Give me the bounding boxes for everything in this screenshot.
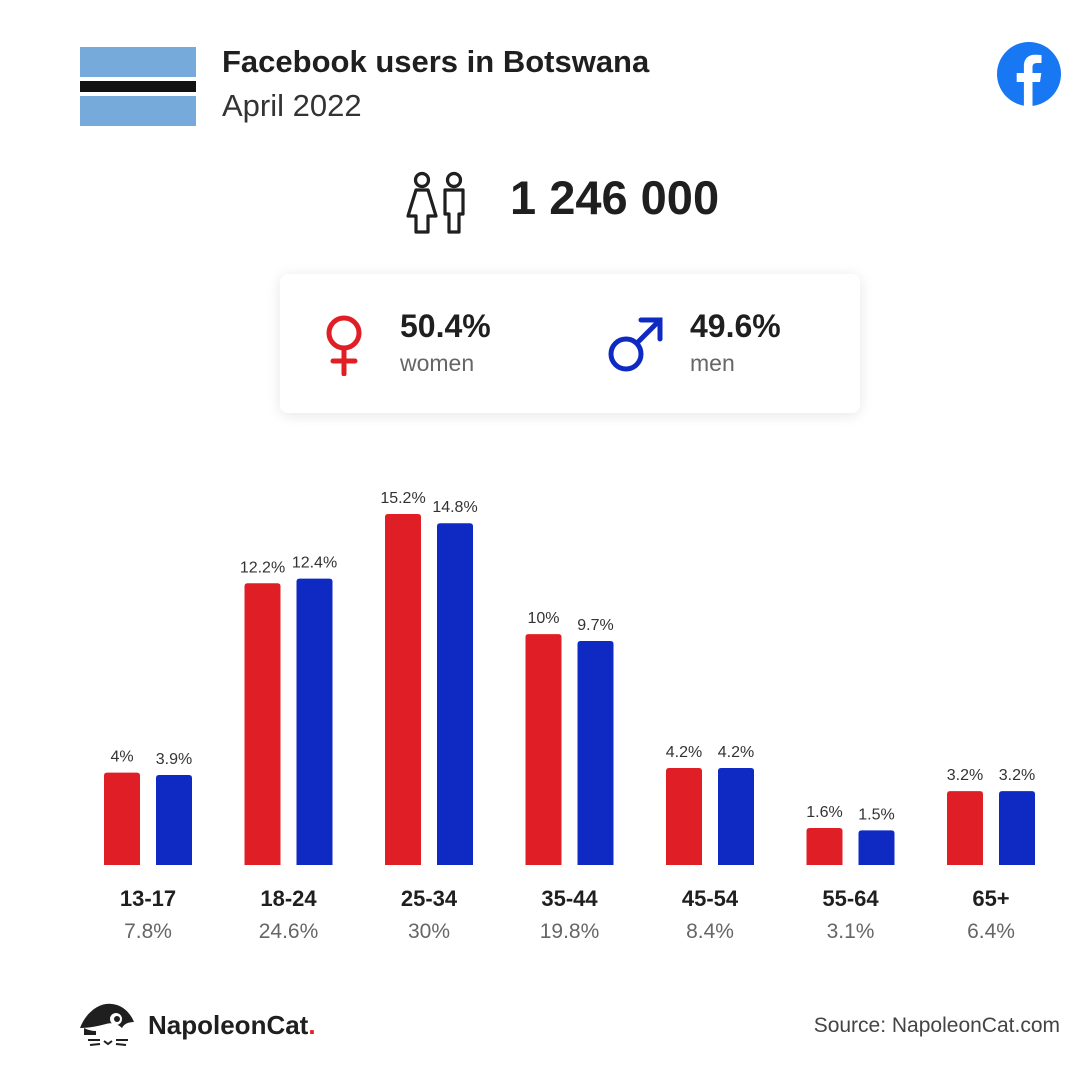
category-label-55-64: 55-64 [822, 886, 879, 911]
page-title: Facebook users in Botswana [222, 44, 650, 79]
facebook-logo-icon [997, 42, 1061, 106]
bar-men-18-24 [296, 578, 333, 865]
bar-women-25-34 [385, 514, 421, 865]
bar-men-65+ [999, 791, 1035, 865]
bar-men-35-44 [577, 641, 614, 865]
bar-label-women-35-44: 10% [527, 610, 559, 627]
bar-label-women-25-34: 15.2% [380, 490, 425, 507]
men-label: men [690, 350, 735, 376]
category-total-18-24: 24.6% [259, 920, 319, 943]
bar-label-women-13-17: 4% [110, 749, 133, 766]
women-label: women [400, 350, 475, 376]
category-total-45-54: 8.4% [686, 920, 734, 943]
people-icon [406, 171, 465, 234]
men-percent: 49.6% [690, 308, 781, 344]
category-total-25-34: 30% [408, 920, 450, 943]
bar-men-45-54 [718, 768, 754, 865]
bar-label-men-13-17: 3.9% [156, 751, 192, 768]
bar-label-women-18-24: 12.2% [240, 559, 285, 576]
bar-label-women-55-64: 1.6% [806, 804, 842, 821]
napoleoncat-logo-icon [80, 1003, 134, 1046]
bar-women-13-17 [104, 772, 140, 865]
category-label-25-34: 25-34 [401, 886, 458, 911]
bar-label-men-18-24: 12.4% [292, 555, 337, 572]
bar-label-men-55-64: 1.5% [858, 806, 894, 823]
category-total-55-64: 3.1% [827, 920, 875, 943]
bar-label-women-45-54: 4.2% [666, 744, 702, 761]
category-label-13-17: 13-17 [120, 886, 176, 911]
women-percent: 50.4% [400, 308, 491, 344]
bar-men-13-17 [156, 774, 192, 865]
bar-women-18-24 [244, 583, 281, 865]
category-label-35-44: 35-44 [541, 886, 598, 911]
gender-card: 50.4% women 49.6% men [280, 274, 860, 413]
bar-label-men-25-34: 14.8% [432, 499, 477, 516]
female-symbol-icon [326, 315, 362, 376]
source-note: Source: NapoleonCat.com [813, 1014, 1060, 1037]
bar-label-men-65+: 3.2% [999, 767, 1035, 784]
bar-women-65+ [947, 791, 983, 865]
bar-label-women-65+: 3.2% [947, 767, 983, 784]
total-users: 1 246 000 [510, 171, 720, 224]
bar-women-55-64 [806, 828, 843, 865]
page-subtitle: April 2022 [222, 88, 362, 123]
botswana-flag [80, 47, 196, 126]
category-total-65+: 6.4% [967, 920, 1015, 943]
category-total-35-44: 19.8% [540, 920, 600, 943]
bar-women-35-44 [525, 634, 562, 865]
category-label-18-24: 18-24 [260, 886, 317, 911]
category-label-65+: 65+ [972, 886, 1009, 911]
bar-men-25-34 [437, 523, 473, 865]
bar-women-45-54 [666, 768, 702, 865]
male-symbol-icon [608, 317, 663, 372]
age-gender-bar-chart: 4% 3.9% 13-17 7.8% 12.2% 12.4% 18-24 24.6% 15.2%… [104, 490, 1035, 943]
bar-men-55-64 [858, 830, 895, 865]
bar-label-men-45-54: 4.2% [718, 744, 754, 761]
bar-label-men-35-44: 9.7% [577, 617, 613, 634]
category-total-13-17: 7.8% [124, 920, 172, 943]
category-label-45-54: 45-54 [682, 886, 739, 911]
brand-name: NapoleonCat. [148, 1010, 316, 1040]
